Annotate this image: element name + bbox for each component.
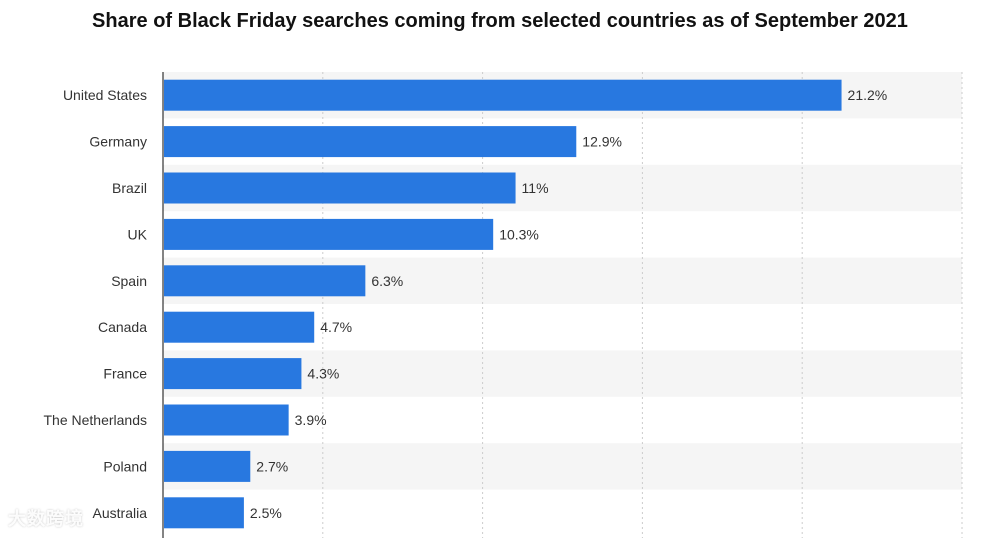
category-label: Poland: [103, 458, 147, 474]
bar: [164, 311, 315, 343]
bar: [164, 172, 516, 204]
category-label: Germany: [89, 134, 147, 150]
bar: [164, 450, 251, 482]
watermark-logo: 大数跨境: [8, 509, 84, 529]
bar: [164, 265, 366, 297]
category-labels: United States Germany Brazil UK Spain Canada F…: [43, 87, 147, 521]
bar: [164, 126, 577, 158]
bar: [164, 218, 494, 250]
value-label: 21.2%: [848, 87, 888, 103]
category-label: Brazil: [112, 180, 147, 196]
value-label: 4.3%: [307, 366, 339, 382]
chart-title: Share of Black Friday searches coming fr…: [92, 10, 908, 32]
value-labels: 21.2% 12.9% 11% 10.3% 6.3% 4.7% 4.3% 3.9% 2.7% 2.…: [250, 87, 887, 521]
value-label: 3.9%: [295, 412, 327, 428]
value-label: 6.3%: [371, 273, 403, 289]
bar: [164, 404, 289, 436]
bar: [164, 79, 842, 111]
category-label: UK: [128, 226, 148, 242]
value-label: 10.3%: [499, 226, 539, 242]
value-label: 2.7%: [256, 458, 288, 474]
value-label: 2.5%: [250, 505, 282, 521]
bar: [164, 497, 244, 529]
value-label: 11%: [522, 180, 549, 196]
category-label: The Netherlands: [43, 412, 147, 428]
category-label: United States: [63, 87, 147, 103]
value-label: 12.9%: [582, 134, 622, 150]
category-label: Australia: [93, 505, 148, 521]
bars: [164, 79, 842, 529]
category-label: Spain: [111, 273, 147, 289]
bar: [164, 358, 302, 390]
value-label: 4.7%: [320, 319, 352, 335]
row-band: [163, 443, 962, 490]
category-label: Canada: [98, 319, 147, 335]
category-label: France: [103, 366, 147, 382]
